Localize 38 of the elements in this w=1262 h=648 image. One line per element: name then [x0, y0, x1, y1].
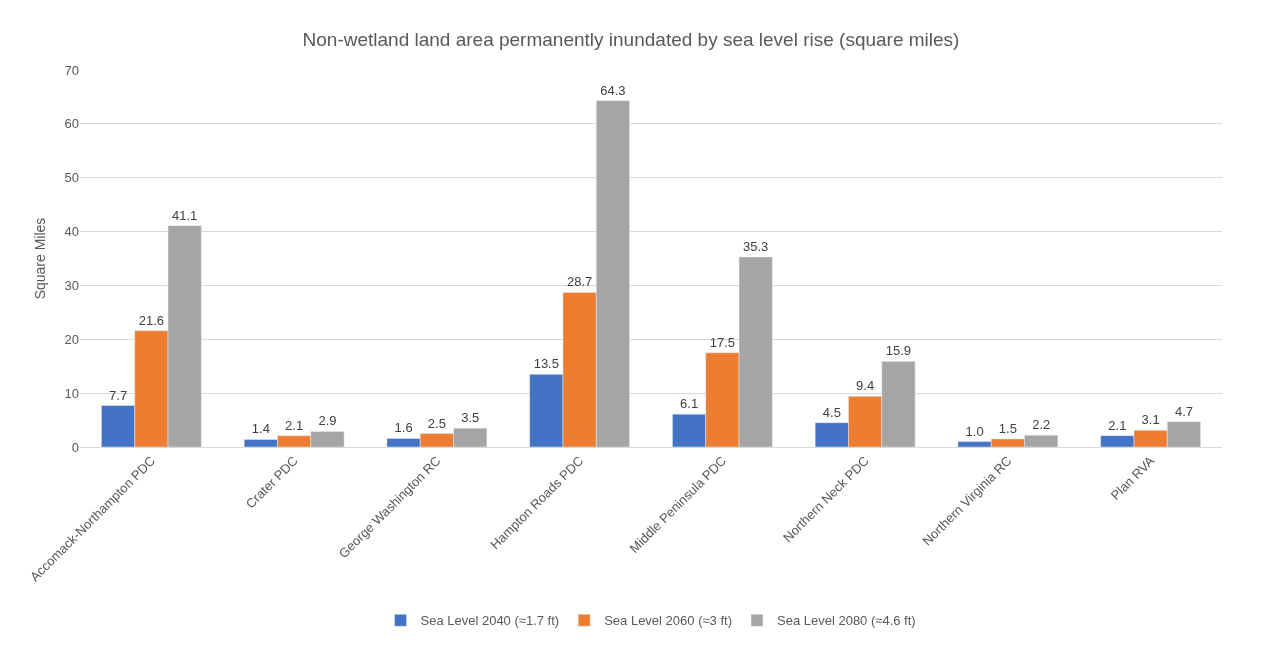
data-label: 6.1: [680, 396, 699, 412]
data-label: 3.5: [461, 410, 480, 426]
y-axis-title: Square Miles: [32, 217, 49, 300]
data-label: 64.3: [600, 82, 626, 98]
data-label: 2.1: [1108, 417, 1127, 433]
y-tick-label: 0: [71, 439, 79, 455]
data-label: 15.9: [885, 343, 912, 359]
y-tick-label: 60: [64, 116, 79, 132]
data-label: 4.7: [1174, 403, 1193, 419]
data-label: 2.5: [427, 415, 446, 431]
data-label: 2.9: [318, 413, 337, 429]
data-label: 3.1: [1141, 412, 1160, 428]
data-label: 41.1: [172, 207, 198, 223]
data-label: 2.1: [285, 417, 304, 433]
x-tick-label: Plan RVA: [1107, 452, 1158, 503]
data-label: 1.4: [251, 421, 270, 437]
y-tick-label: 20: [64, 331, 79, 347]
data-label: 9.4: [856, 378, 875, 394]
chart-title: Non-wetland land area permanently inundated by sea level rise (square miles): [302, 28, 960, 50]
data-label: 7.7: [109, 387, 128, 403]
data-label: 35.3: [743, 238, 769, 254]
y-tick-label: 50: [64, 170, 79, 186]
y-tick-label: 40: [64, 224, 79, 240]
data-label: 2.2: [1032, 417, 1051, 433]
legend-label: Sea Level 2080 (≈4.6 ft): [777, 613, 916, 629]
data-label: 1.5: [998, 420, 1017, 436]
data-label: 4.5: [822, 404, 841, 420]
legend-label: Sea Level 2040 (≈1.7 ft): [420, 613, 560, 629]
data-label: 21.6: [138, 312, 165, 328]
data-label: 13.5: [533, 356, 559, 372]
y-tick-label: 30: [64, 277, 79, 293]
data-label: 1.6: [394, 420, 413, 436]
legend-label: Sea Level 2060 (≈3 ft): [604, 613, 732, 629]
data-label: 17.5: [709, 334, 736, 350]
y-tick-label: 10: [64, 385, 79, 401]
data-label: 1.0: [965, 423, 984, 439]
data-label: 28.7: [566, 274, 593, 290]
y-tick-label: 70: [64, 62, 79, 78]
